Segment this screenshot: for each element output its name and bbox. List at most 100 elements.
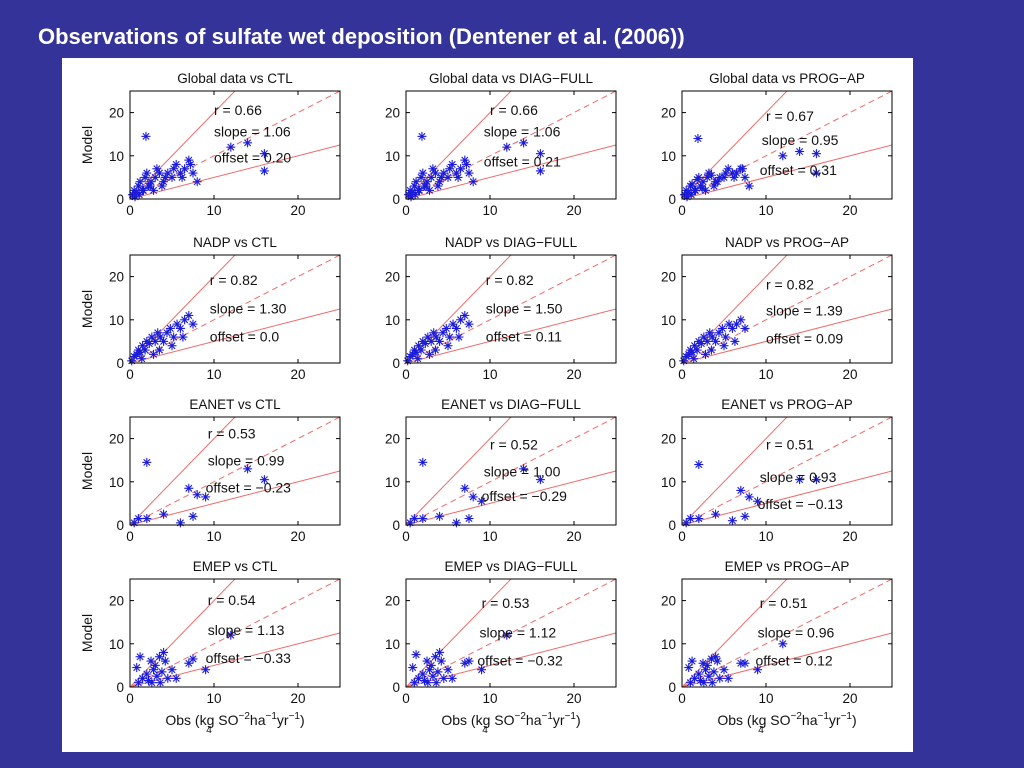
data-point [418, 514, 428, 524]
line-2to1 [682, 255, 788, 363]
axes-box [405, 416, 617, 526]
subplot-title: Global data vs PROG−AP [709, 71, 865, 86]
data-point [157, 667, 167, 677]
subplot-9: EANET vs PROG−AP 0 10 20 0 10 20 r = 0.51 slope … [661, 397, 893, 544]
data-point [535, 166, 545, 176]
offset-label: offset = 0.20 [214, 149, 291, 165]
fit-lines [682, 91, 892, 199]
y-tick-label: 10 [109, 149, 124, 164]
line-1to2 [682, 308, 892, 363]
data-point [178, 332, 188, 342]
data-point [259, 149, 269, 159]
data-point [142, 669, 152, 679]
data-point [409, 678, 419, 688]
data-point [692, 345, 702, 355]
data-point [154, 652, 164, 662]
x-tick-label: 20 [566, 691, 581, 706]
data-point [778, 639, 788, 649]
slope-label: slope = 0.93 [760, 469, 837, 485]
x-axis-label: Obs (kg SO−2ha−1yr−1) [441, 711, 580, 728]
x-tick-label: 0 [402, 367, 410, 382]
data-point [418, 669, 428, 679]
data-point [460, 310, 470, 320]
data-point [188, 511, 198, 521]
x-axis-label-subscript: 4 [482, 725, 488, 736]
data-point [477, 665, 487, 675]
data-point [778, 151, 788, 161]
data-point [684, 663, 694, 673]
fit-lines [130, 91, 340, 199]
r-label: r = 0.82 [210, 272, 258, 288]
axes-box [129, 416, 341, 526]
data-point [717, 323, 727, 333]
figure-grid: Global data vs CTL 0 10 20 0 10 20 Model r = 0.6… [79, 71, 893, 736]
fit-lines [130, 255, 340, 363]
data-point [141, 131, 151, 141]
y-tick-label: 10 [385, 475, 400, 490]
data-point [706, 345, 716, 355]
data-point [701, 185, 711, 195]
data-point [150, 660, 160, 670]
y-tick-label: 10 [109, 637, 124, 652]
data-point [157, 181, 167, 191]
data-point [712, 177, 722, 187]
line-2to1 [682, 417, 788, 525]
data-point [719, 665, 729, 675]
subplot-title: NADP vs DIAG−FULL [445, 235, 578, 250]
data-point [519, 138, 529, 148]
data-point [413, 354, 423, 364]
x-tick-label: 10 [758, 529, 773, 544]
y-axis-label: Model [79, 452, 95, 490]
fit-lines [682, 255, 892, 363]
x-tick-label: 20 [290, 367, 305, 382]
x-tick-label: 0 [402, 691, 410, 706]
fit-lines [406, 91, 616, 199]
data-point [171, 673, 181, 683]
line-1to2 [130, 308, 340, 363]
data-point [163, 673, 173, 683]
x-tick-label: 10 [482, 367, 497, 382]
data-point [142, 457, 152, 467]
data-point [418, 457, 428, 467]
offset-label: offset = 0.09 [766, 331, 843, 347]
y-tick-label: 20 [661, 594, 676, 609]
data-point [460, 483, 470, 493]
data-point [811, 168, 821, 178]
x-tick-label: 20 [290, 203, 305, 218]
data-point [519, 464, 529, 474]
data-point [155, 332, 165, 342]
axes-box [405, 578, 617, 688]
data-point [535, 149, 545, 159]
axes-box [129, 254, 341, 364]
subplot-3: Global data vs PROG−AP 0 10 20 0 10 20 r = 0.67… [661, 71, 893, 218]
data-point [464, 514, 474, 524]
axes-box [681, 90, 893, 200]
data-point [711, 336, 721, 346]
data-point [753, 496, 763, 506]
x-tick-label: 0 [402, 529, 410, 544]
data-point [159, 336, 169, 346]
data-point [201, 492, 211, 502]
x-tick-label: 0 [678, 691, 686, 706]
fit-lines [406, 255, 616, 363]
data-point [687, 656, 697, 666]
data-point [443, 172, 453, 182]
data-point [744, 492, 754, 502]
offset-label: offset = 0.12 [756, 652, 833, 668]
data-point [698, 177, 708, 187]
x-tick-label: 10 [758, 367, 773, 382]
line-2to1 [682, 91, 788, 199]
data-point [142, 168, 152, 178]
data-point [133, 514, 143, 524]
y-tick-label: 0 [392, 680, 400, 695]
data-point [723, 673, 733, 683]
data-point [192, 490, 202, 500]
x-tick-label: 0 [126, 529, 134, 544]
y-axis-label: Model [79, 614, 95, 652]
line-2to1 [406, 417, 512, 525]
data-point [454, 332, 464, 342]
data-point [740, 511, 750, 521]
data-point [694, 514, 704, 524]
x-tick-label: 0 [678, 203, 686, 218]
data-point [414, 185, 424, 195]
